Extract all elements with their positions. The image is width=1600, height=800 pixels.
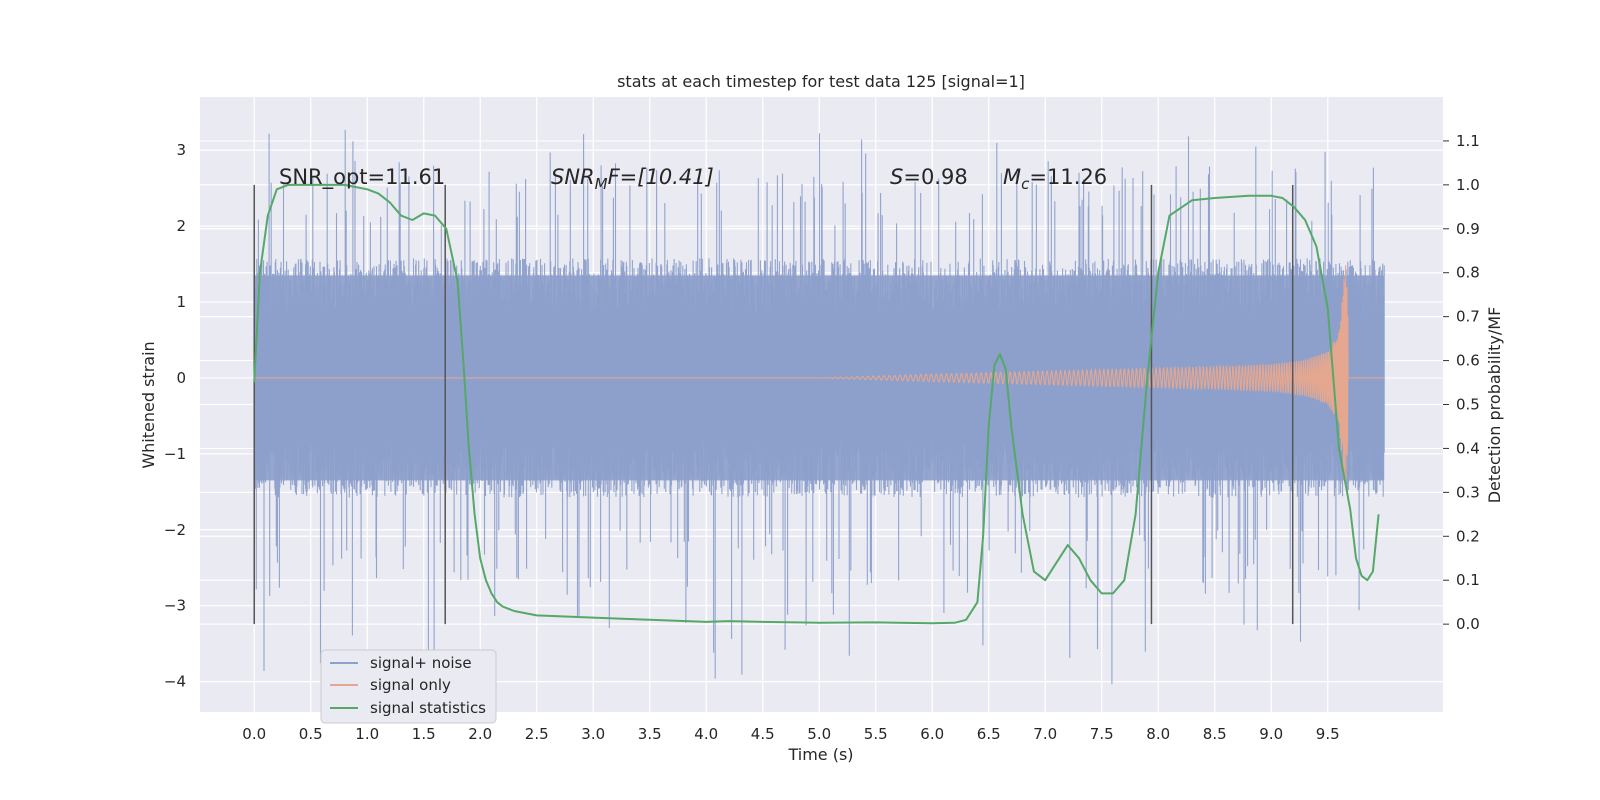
y-tick-label: 2: [176, 217, 186, 235]
y-tick-label: −2: [164, 521, 186, 539]
legend-label-noise: signal+ noise: [370, 654, 472, 672]
y2-tick-label: 0.6: [1456, 352, 1480, 370]
legend: signal+ noise signal only signal statist…: [320, 649, 497, 724]
legend-box: [320, 649, 497, 724]
x-tick-label: 7.0: [1033, 725, 1057, 743]
x-axis-label: Time (s): [787, 745, 853, 764]
x-tick-label: 4.5: [751, 725, 775, 743]
y2-axis-label: Detection probability/MF: [1485, 307, 1504, 504]
y2-tick-label: 1.0: [1456, 176, 1480, 194]
y2-tick-label: 0.9: [1456, 220, 1480, 238]
annotation-snr-mf-sub: M: [595, 175, 608, 193]
y2-tick-label: 1.1: [1456, 132, 1480, 150]
y-tick-label: −3: [164, 597, 186, 615]
vertical-markers: [253, 184, 1294, 625]
annotation-mc: Mc=11.26: [1003, 165, 1107, 193]
x-tick-label: 0.0: [242, 725, 266, 743]
x-tick-label: 3.5: [638, 725, 662, 743]
y2-tick-label: 0.2: [1456, 527, 1480, 545]
annotation-snr-mf-main: SNR: [551, 165, 595, 189]
y-tick-label: 0: [176, 369, 186, 387]
x-tick-label: 7.5: [1090, 725, 1114, 743]
y-tick-label: −1: [164, 445, 186, 463]
legend-label-stats: signal statistics: [370, 699, 486, 717]
x-tick-label: 9.0: [1259, 725, 1283, 743]
y2-tick-label: 0.1: [1456, 571, 1480, 589]
chart-title: stats at each timestep for test data 125…: [617, 72, 1025, 91]
annotation-snr-mf-rest: F=[10.41]: [608, 165, 714, 189]
x-tick-label: 3.0: [581, 725, 605, 743]
y-tick-label: −4: [164, 673, 186, 691]
x-tick-label: 5.0: [807, 725, 831, 743]
x-tick-label: 2.5: [525, 725, 549, 743]
x-tick-label: 8.0: [1146, 725, 1170, 743]
x-tick-label: 4.0: [694, 725, 718, 743]
y-axis-label: Whitened strain: [139, 341, 158, 468]
y-tick-label: 3: [176, 141, 186, 159]
y2-tick-label: 0.7: [1456, 308, 1480, 326]
annotation-snr-mf: SNRMF=[10.41]: [551, 165, 714, 193]
y-tick-label: 1: [176, 293, 186, 311]
annotation-s-main: S: [890, 165, 903, 189]
x-tick-label: 9.5: [1316, 725, 1340, 743]
x-tick-label: 2.0: [468, 725, 492, 743]
annotation-snr-opt: SNR_opt=11.61: [279, 165, 445, 190]
x-tick-label: 0.5: [299, 725, 323, 743]
legend-label-signal: signal only: [370, 676, 451, 694]
signal-only-series: [254, 265, 1385, 482]
annotation-s: S=0.98: [890, 165, 968, 189]
x-tick-label: 1.5: [412, 725, 436, 743]
x-tick-label: 6.0: [920, 725, 944, 743]
x-tick-label: 6.5: [977, 725, 1001, 743]
stats-series: [253, 183, 1380, 625]
y2-tick-label: 0.3: [1456, 483, 1480, 501]
signal-only-trace: [254, 265, 1385, 482]
x-tick-label: 1.0: [355, 725, 379, 743]
annotation-mc-sub: c: [1021, 175, 1030, 193]
annotation-mc-rest: =11.26: [1029, 165, 1107, 189]
y2-tick-label: 0.8: [1456, 264, 1480, 282]
stats-line: [253, 183, 1380, 625]
x-tick-label: 8.5: [1203, 725, 1227, 743]
y2-tick-label: 0.5: [1456, 396, 1480, 414]
y2-tick-label: 0.4: [1456, 439, 1480, 457]
annotation-s-rest: =0.98: [903, 165, 967, 189]
y2-tick-label: 0.0: [1456, 615, 1480, 633]
x-tick-label: 5.5: [864, 725, 888, 743]
ticks: 0.0 0.5 1.0 1.5 2.0 2.5 3.0 3.5 4.0 4.5 5.0 5.5 6.0 6…: [164, 132, 1480, 743]
annotation-mc-main: M: [1003, 165, 1021, 189]
